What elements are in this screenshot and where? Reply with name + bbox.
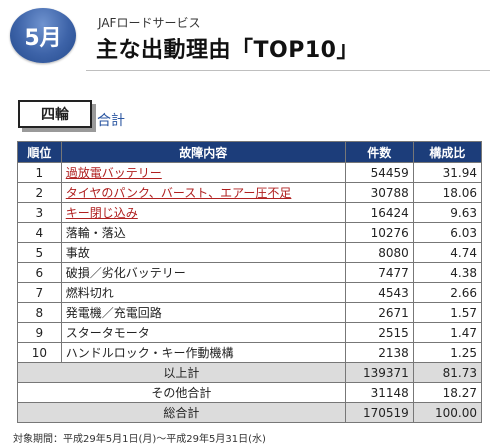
- category-label: 四輪: [18, 100, 92, 128]
- page-header: 5月 JAFロードサービス 主な出動理由「TOP10」: [0, 0, 497, 75]
- table-row: 3 キー閉じ込み 16424 9.63: [17, 202, 483, 223]
- ratio-cell: 1.57: [412, 302, 483, 323]
- column-header-rank: 順位: [17, 141, 62, 163]
- cause-cell: 落輪・落込: [60, 222, 346, 243]
- rank-cell: 10: [17, 342, 62, 363]
- rank-cell: 3: [17, 202, 62, 223]
- count-cell: 30788: [344, 182, 414, 203]
- rank-cell: 9: [17, 322, 62, 343]
- count-cell: 16424: [344, 202, 414, 223]
- cause-link[interactable]: 過放電バッテリー: [60, 162, 346, 183]
- count-cell: 2138: [344, 342, 414, 363]
- column-header-cause: 故障内容: [60, 141, 346, 163]
- cause-link[interactable]: キー閉じ込み: [60, 202, 346, 223]
- brand-label: JAFロードサービス: [98, 16, 201, 30]
- table-row: 1 過放電バッテリー 54459 31.94: [17, 162, 483, 183]
- summary-count: 139371: [344, 362, 414, 383]
- rank-cell: 4: [17, 222, 62, 243]
- period-footnote: 対象期間：平成29年5月1日(月)〜平成29年5月31日(水): [13, 434, 266, 445]
- rank-cell: 6: [17, 262, 62, 283]
- table-row: 4 落輪・落込 10276 6.03: [17, 222, 483, 243]
- column-header-ratio: 構成比: [412, 141, 483, 163]
- subtotal-link[interactable]: 合計: [97, 113, 125, 129]
- count-cell: 4543: [344, 282, 414, 303]
- ratio-cell: 4.38: [412, 262, 483, 283]
- summary-ratio: 18.27: [412, 382, 483, 403]
- ratio-cell: 9.63: [412, 202, 483, 223]
- column-header-count: 件数: [344, 141, 414, 163]
- summary-ratio: 100.00: [412, 402, 483, 423]
- ratio-cell: 4.74: [412, 242, 483, 263]
- count-cell: 54459: [344, 162, 414, 183]
- table-row: 2 タイヤのパンク、バースト、エアー圧不足 30788 18.06: [17, 182, 483, 203]
- cause-cell: スタータモータ: [60, 322, 346, 343]
- count-cell: 2515: [344, 322, 414, 343]
- table-row: 8 発電機／充電回路 2671 1.57: [17, 302, 483, 323]
- ratio-cell: 18.06: [412, 182, 483, 203]
- summary-count: 31148: [344, 382, 414, 403]
- rank-cell: 5: [17, 242, 62, 263]
- count-cell: 2671: [344, 302, 414, 323]
- count-cell: 8080: [344, 242, 414, 263]
- cause-cell: 発電機／充電回路: [60, 302, 346, 323]
- rank-cell: 7: [17, 282, 62, 303]
- table-row: 9 スタータモータ 2515 1.47: [17, 322, 483, 343]
- summary-label: 総合計: [17, 402, 346, 423]
- cause-cell: 破損／劣化バッテリー: [60, 262, 346, 283]
- header-divider: [86, 70, 490, 71]
- summary-ratio: 81.73: [412, 362, 483, 383]
- table-row: 6 破損／劣化バッテリー 7477 4.38: [17, 262, 483, 283]
- cause-cell: 事故: [60, 242, 346, 263]
- summary-count: 170519: [344, 402, 414, 423]
- summary-label: その他合計: [17, 382, 346, 403]
- rank-cell: 1: [17, 162, 62, 183]
- ranking-table: 順位 故障内容 件数 構成比 1 過放電バッテリー 54459 31.94 2 …: [17, 141, 483, 423]
- table-row: 7 燃料切れ 4543 2.66: [17, 282, 483, 303]
- count-cell: 10276: [344, 222, 414, 243]
- table-row: 5 事故 8080 4.74: [17, 242, 483, 263]
- rank-cell: 2: [17, 182, 62, 203]
- ratio-cell: 31.94: [412, 162, 483, 183]
- ratio-cell: 1.47: [412, 322, 483, 343]
- summary-row-others: その他合計 31148 18.27: [17, 382, 483, 403]
- rank-cell: 8: [17, 302, 62, 323]
- page-title: 主な出動理由「TOP10」: [96, 38, 359, 63]
- cause-cell: ハンドルロック・キー作動機構: [60, 342, 346, 363]
- count-cell: 7477: [344, 262, 414, 283]
- summary-label: 以上計: [17, 362, 346, 383]
- cause-cell: 燃料切れ: [60, 282, 346, 303]
- ratio-cell: 1.25: [412, 342, 483, 363]
- ratio-cell: 2.66: [412, 282, 483, 303]
- month-badge: 5月: [10, 8, 76, 63]
- summary-row-subtotal: 以上計 139371 81.73: [17, 362, 483, 383]
- table-header-row: 順位 故障内容 件数 構成比: [17, 141, 483, 163]
- table-row: 10 ハンドルロック・キー作動機構 2138 1.25: [17, 342, 483, 363]
- cause-link[interactable]: タイヤのパンク、バースト、エアー圧不足: [60, 182, 346, 203]
- summary-row-total: 総合計 170519 100.00: [17, 402, 483, 423]
- ratio-cell: 6.03: [412, 222, 483, 243]
